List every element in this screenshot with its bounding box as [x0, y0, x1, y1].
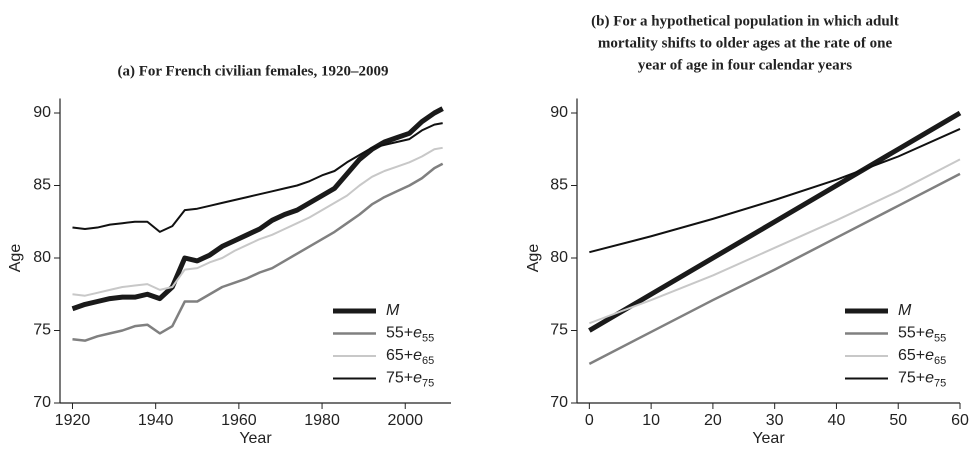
legend-label: 75+e75: [898, 370, 946, 390]
chart-title: (b) For a hypothetical population in whi…: [591, 13, 899, 29]
x-tick-label: 1960: [221, 412, 257, 429]
x-tick-label: 1940: [138, 412, 174, 429]
x-tick-label: 60: [951, 412, 969, 429]
legend-label: 75+e75: [386, 370, 434, 390]
chart-title: year of age in four calendar years: [638, 57, 852, 73]
x-tick-label: 1980: [304, 412, 340, 429]
legend-label: 55+e55: [898, 325, 946, 345]
chart-title: mortality shifts to older ages at the ra…: [598, 35, 893, 51]
series-line: [72, 162, 444, 342]
legend-label: 65+e65: [898, 347, 946, 367]
series-line: [71, 106, 444, 312]
x-tick-label: 1920: [55, 412, 91, 429]
x-tick-label: 20: [704, 412, 722, 429]
series-line: [588, 110, 962, 333]
y-tick-label: 90: [33, 104, 51, 121]
x-tick-label: 50: [889, 412, 907, 429]
x-axis-label: Year: [239, 430, 272, 447]
y-axis-label: Age: [7, 244, 24, 273]
y-tick-label: 90: [550, 104, 568, 121]
y-axis-label: Age: [525, 244, 542, 273]
series-line: [589, 158, 961, 325]
chart-title: (a) For French civilian females, 1920–20…: [117, 63, 388, 79]
x-tick-label: 40: [828, 412, 846, 429]
y-tick-label: 70: [33, 394, 51, 411]
x-tick-label: 0: [585, 412, 594, 429]
series-line: [72, 146, 443, 297]
y-tick-label: 80: [550, 249, 568, 266]
x-tick-label: 10: [642, 412, 660, 429]
y-tick-label: 75: [550, 322, 568, 339]
x-tick-label: 2000: [387, 412, 423, 429]
y-tick-label: 75: [33, 322, 51, 339]
series-line: [589, 128, 961, 254]
legend-label: M: [386, 302, 400, 319]
legend-label: 65+e65: [386, 347, 434, 367]
series-line: [72, 122, 443, 233]
series-line: [588, 172, 961, 365]
x-tick-label: 30: [766, 412, 784, 429]
y-tick-label: 85: [33, 177, 51, 194]
y-tick-label: 70: [550, 394, 568, 411]
y-tick-label: 85: [550, 177, 568, 194]
legend-label: M: [898, 302, 912, 319]
legend-label: 55+e55: [386, 325, 434, 345]
y-tick-label: 80: [33, 249, 51, 266]
x-axis-label: Year: [752, 430, 785, 447]
